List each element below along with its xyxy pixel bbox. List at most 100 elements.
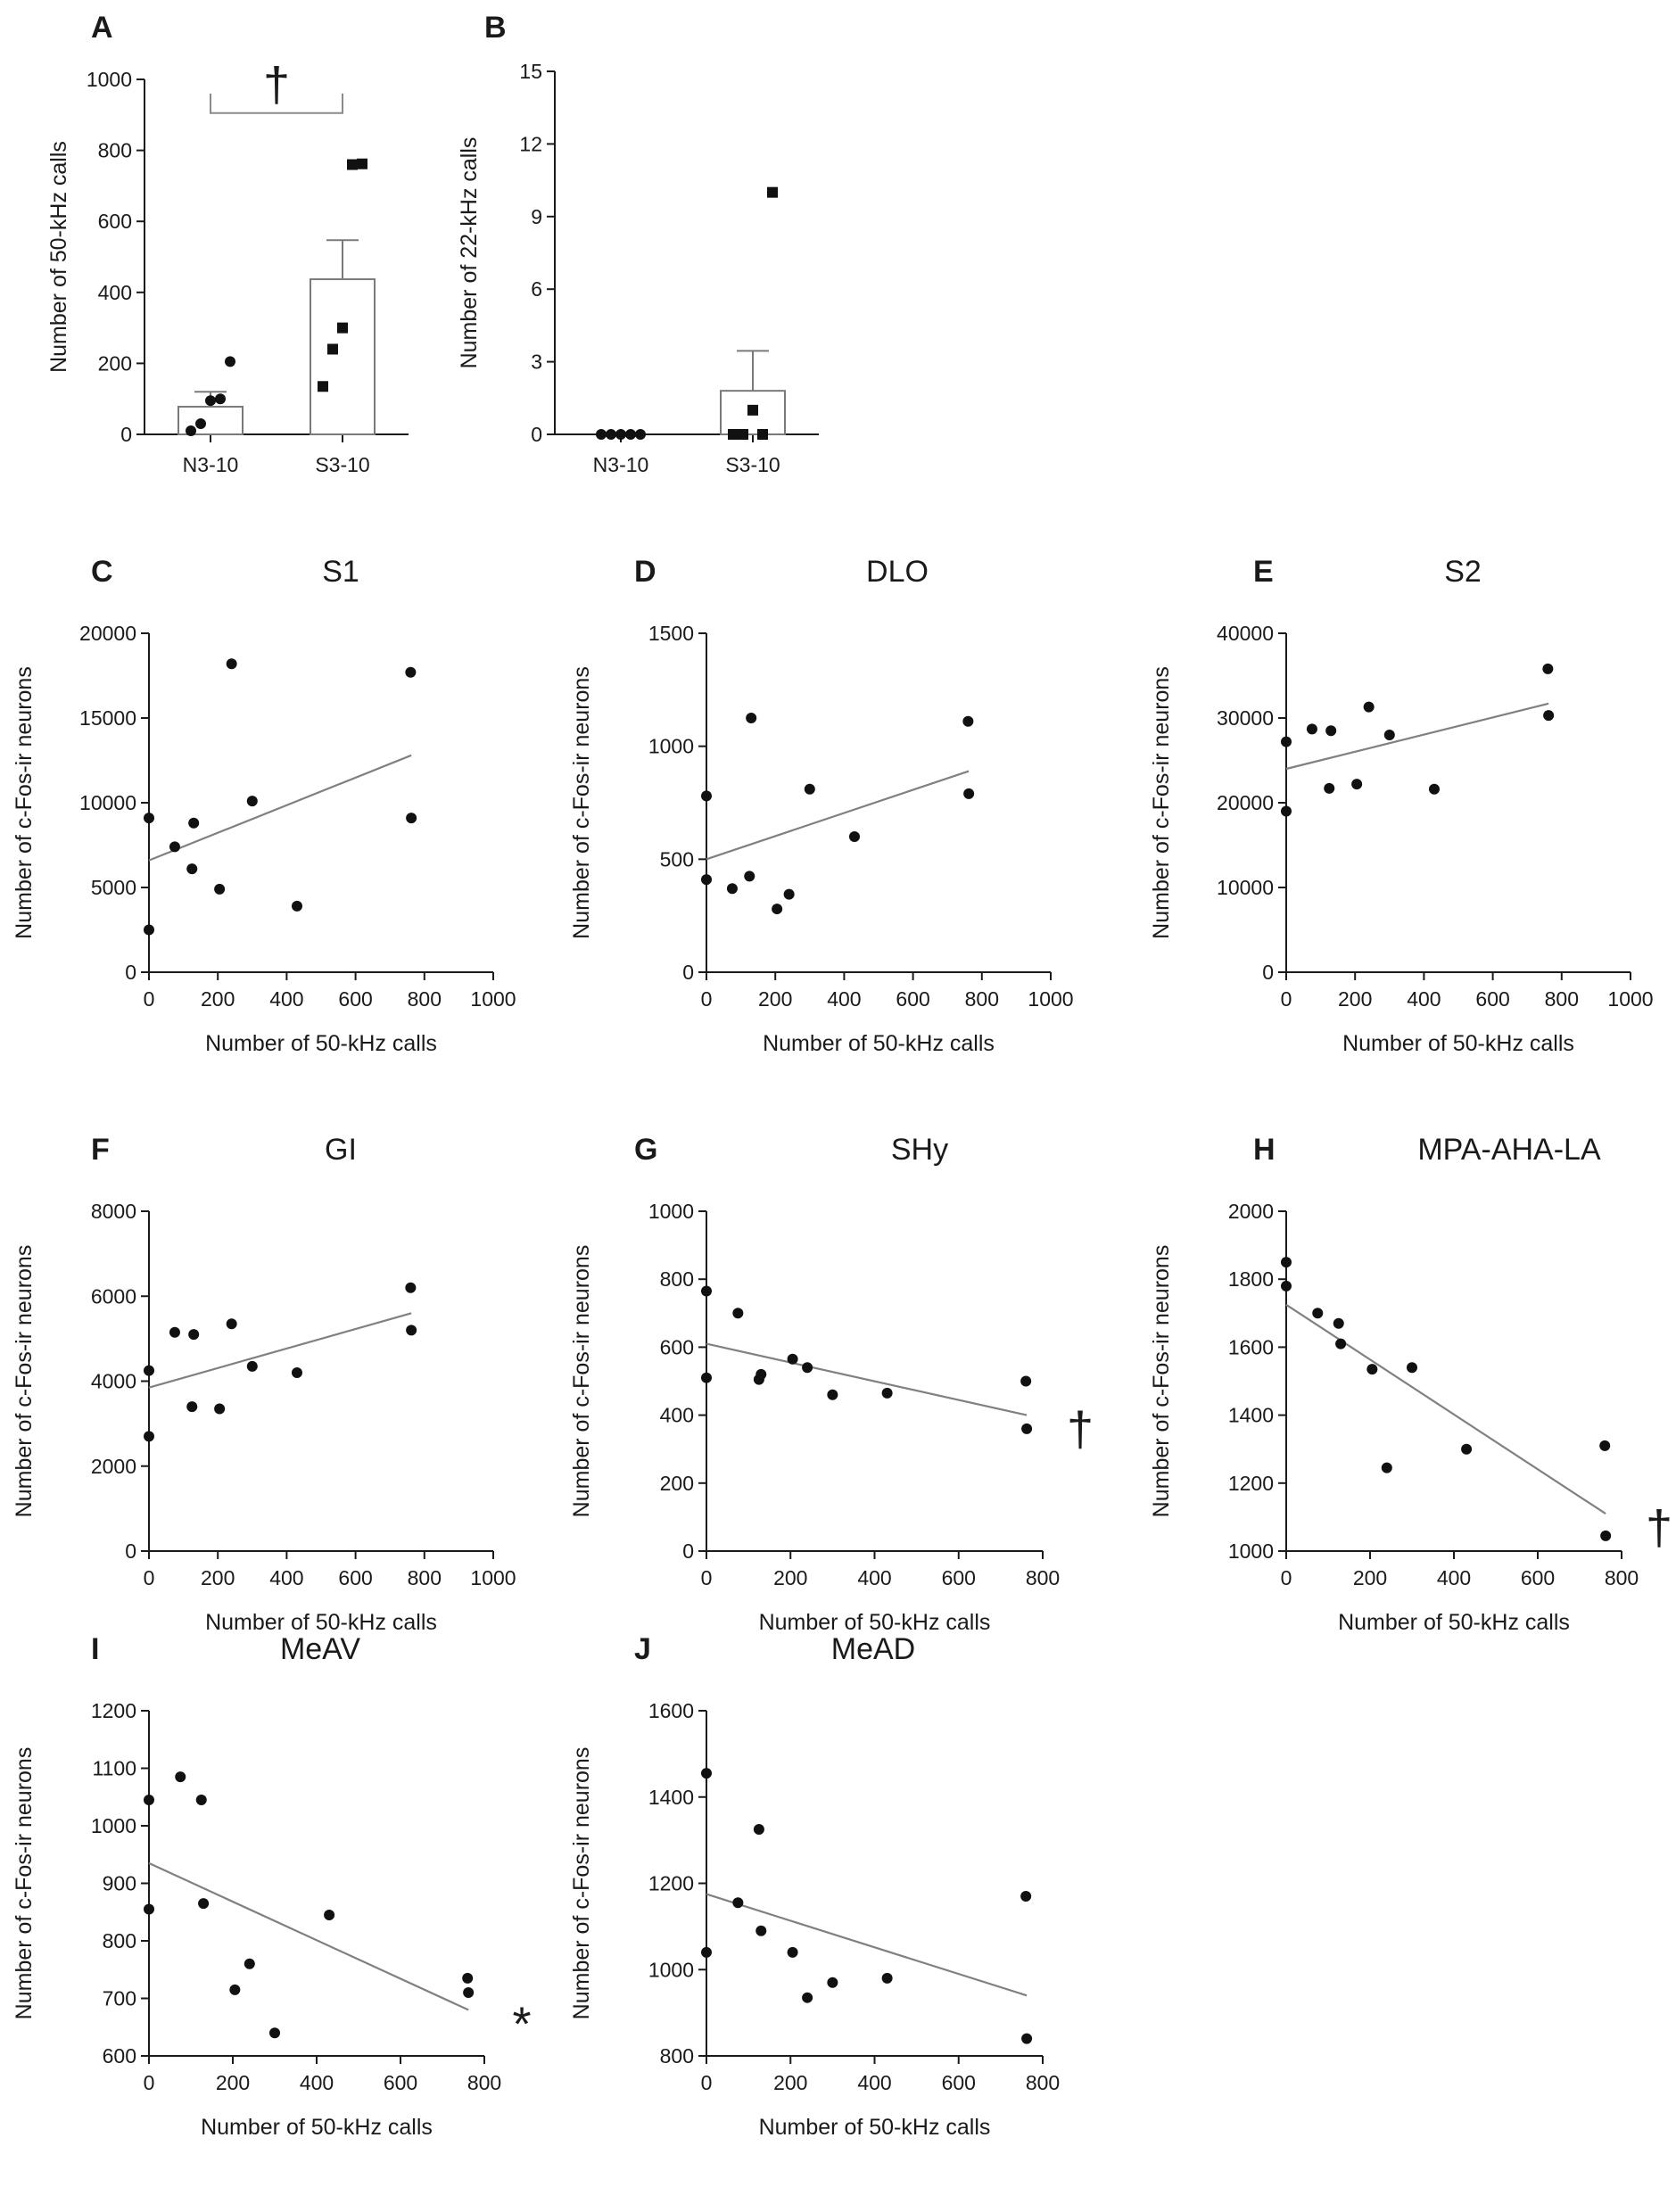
data-point [962,715,974,727]
data-point [1333,1317,1344,1329]
x-tick-label: 600 [942,1566,976,1589]
x-tick-label: 400 [1407,987,1441,1011]
data-point [175,1771,186,1783]
x-tick-label: N3-10 [183,453,239,476]
panel-letter: D [634,555,656,589]
y-tick-label: 15 [519,60,542,83]
y-tick-label: 20000 [1217,791,1274,814]
data-point [1325,725,1337,737]
panel-title: S2 [1444,555,1482,589]
data-point [406,1325,417,1336]
data-point [186,863,198,875]
y-axis-label: Number of c-Fos-ir neurons [569,1747,594,2020]
x-tick-label: 400 [857,1566,891,1589]
panel-letter: I [91,1632,99,1666]
y-tick-label: 900 [103,1872,136,1895]
x-tick-label: 0 [144,2071,155,2094]
data-point [1281,1280,1292,1292]
y-tick-label: 0 [682,961,694,984]
data-point [1407,1362,1417,1374]
panel-title: GI [325,1133,357,1167]
panel-letter: F [91,1133,110,1167]
regression-line [148,754,412,862]
data-point [188,1329,200,1341]
x-tick-label: 200 [758,987,792,1011]
data-point [1306,723,1317,735]
data-point [802,1992,813,2003]
x-tick-label: S3-10 [315,453,369,476]
x-axis-label: Number of 50-kHz calls [759,2115,991,2140]
data-point [215,393,226,405]
x-tick-label: 1000 [470,987,516,1011]
y-tick-label: 200 [98,351,132,375]
data-point [848,831,860,842]
data-point [144,1365,154,1376]
data-point [732,1897,744,1909]
data-point [186,1401,198,1413]
x-tick-label: 0 [1281,1566,1292,1589]
x-tick-label: 1000 [470,1566,516,1589]
data-point [1351,779,1363,790]
x-tick-label: S3-10 [725,453,780,476]
data-point [701,1768,712,1779]
data-point [757,429,768,440]
data-point [225,356,235,367]
y-tick-label: 8000 [91,1200,136,1223]
data-point [827,1389,838,1400]
data-point [1599,1440,1611,1451]
x-tick-label: 200 [201,1566,235,1589]
y-tick-label: 40000 [1217,622,1274,645]
x-tick-label: 200 [216,2071,250,2094]
data-point [755,1368,767,1380]
y-axis-label: Number of c-Fos-ir neurons [1149,1245,1174,1518]
data-point [337,322,348,334]
data-point [229,1984,241,1995]
x-tick-label: 800 [408,1566,442,1589]
data-point [144,1794,154,1805]
data-point [701,1946,712,1958]
x-axis-label: Number of 50-kHz calls [1338,1610,1570,1635]
panel-g: G SHy 0 200 400 600 800 1000 Number of c-Fos-ir … [569,1133,1094,1635]
y-tick-label: 5000 [91,876,136,899]
data-point [701,874,712,886]
x-tick-label: 800 [1026,1566,1060,1589]
data-point [195,418,206,430]
panel-b: B 0 3 6 9 12 15 Number of 22-kHz calls N3-10 S3-1… [457,11,819,476]
data-point [1312,1308,1324,1319]
panel-letter: B [484,11,507,45]
data-point [195,1794,207,1805]
data-point [357,158,367,169]
panel-title: S1 [322,555,359,589]
y-tick-label: 9 [531,205,542,228]
y-axis-label: Number of c-Fos-ir neurons [569,1245,594,1518]
data-point [144,813,154,824]
data-point [1021,1423,1033,1434]
data-point [144,924,154,936]
y-axis-label: Number of c-Fos-ir neurons [569,666,594,939]
data-point [783,888,795,900]
y-tick-label: 1500 [648,622,694,645]
y-tick-label: 1200 [648,1872,694,1895]
data-point [291,1366,302,1378]
y-tick-label: 600 [660,1335,694,1358]
data-point [728,429,739,440]
data-point [1020,1375,1032,1387]
y-tick-label: 800 [103,1929,136,1952]
x-tick-label: 600 [338,1566,372,1589]
x-tick-label: 800 [1605,1566,1639,1589]
significance-mark: * [512,1997,531,2051]
x-tick-label: 600 [1521,1566,1555,1589]
x-axis-label: Number of 50-kHz calls [205,1610,437,1635]
y-tick-label: 30000 [1217,706,1274,730]
data-point [963,788,975,799]
y-tick-label: 1000 [648,1200,694,1223]
regression-line [148,1312,412,1389]
data-point [188,817,200,829]
significance-bracket [210,93,343,114]
data-point [246,796,258,807]
y-tick-label: 4000 [91,1370,136,1393]
y-tick-label: 0 [125,961,136,984]
data-point [747,404,758,416]
data-point [625,429,636,440]
